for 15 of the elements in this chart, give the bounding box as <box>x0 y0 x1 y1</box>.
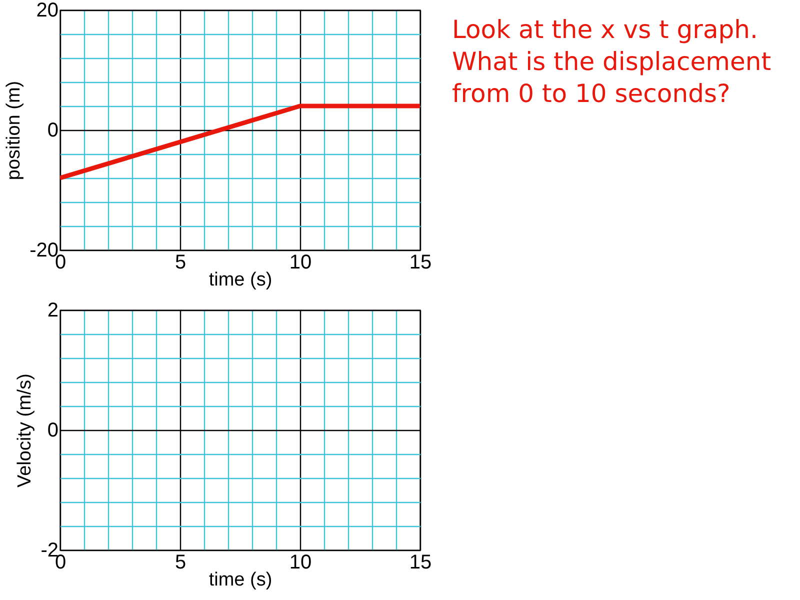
x-tick-label: 10 <box>289 252 312 274</box>
y-axis-title: position (m) <box>4 80 25 180</box>
y-tick-label: 20 <box>36 0 58 22</box>
x-tick-label: 5 <box>174 552 186 574</box>
x-tick-label: 5 <box>174 252 186 274</box>
y-tick-label: 2 <box>47 300 58 322</box>
text: Look at the x vs t graph. What is the displacement from 0 to 10 seconds? <box>452 14 772 110</box>
x-axis-title: time (s) <box>208 270 272 290</box>
y-tick-label: 0 <box>47 420 58 442</box>
x-tick-label: 15 <box>409 252 432 274</box>
y-axis-title: Velocity (m/s) <box>14 373 36 488</box>
y-tick-label: 0 <box>47 120 58 142</box>
x-tick-label: 10 <box>289 552 312 574</box>
x-axis-title: time (s) <box>208 570 272 590</box>
x-tick-label: 15 <box>409 552 432 574</box>
